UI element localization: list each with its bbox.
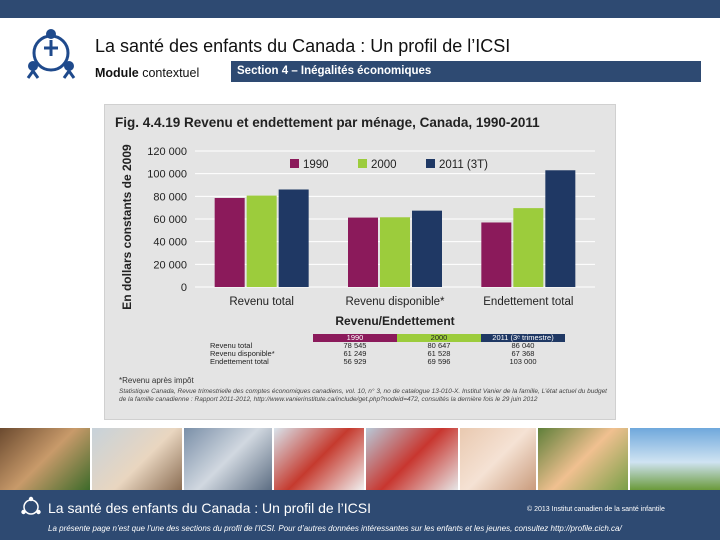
photo-pregnancy — [460, 428, 538, 490]
photo-wheelchair — [184, 428, 274, 490]
bar-2000-0 — [246, 195, 277, 287]
photo-girl-reading — [92, 428, 184, 490]
footer-copyright: © 2013 Institut canadien de la santé inf… — [527, 506, 665, 513]
bar-2000-2 — [513, 208, 544, 287]
photo-strip — [0, 428, 720, 490]
page-title: La santé des enfants du Canada : Un prof… — [95, 36, 511, 56]
y-tick-label: 60 000 — [153, 214, 187, 226]
bar-layer — [214, 170, 576, 287]
photo-smiling-child — [538, 428, 630, 490]
bar-2011-1 — [412, 210, 442, 287]
table-header-cell: 2011 (3ᵉ trimestre) — [481, 334, 565, 342]
table-row: Endettement total 56 929 69 596 103 000 — [207, 358, 565, 366]
y-tick-label: 120 000 — [147, 146, 187, 158]
bar-1990-2 — [481, 222, 512, 287]
module-label-bold: Module — [95, 66, 139, 80]
table-cell: 69 596 — [427, 357, 451, 366]
legend-swatch — [358, 159, 367, 168]
footer-title: La santé des enfants du Canada : Un prof… — [48, 500, 371, 516]
module-value: contextuel — [142, 66, 200, 80]
legend-label: 2011 (3T) — [439, 159, 488, 171]
x-tick-label: Endettement total — [483, 296, 573, 308]
y-tick-label: 100 000 — [147, 169, 187, 181]
footer: La santé des enfants du Canada : Un prof… — [0, 490, 720, 540]
table-row-label: Revenu disponible* — [210, 349, 275, 358]
source-text: Statistique Canada, Revue trimestrielle … — [119, 388, 607, 403]
table-row-label: Revenu total — [210, 341, 253, 350]
table-cell: 61 528 — [427, 349, 451, 358]
photo-kids-jumping — [630, 428, 720, 490]
cich-logo-icon — [21, 496, 41, 515]
photo-children-reading — [0, 428, 92, 490]
bar-1990-1 — [348, 217, 378, 287]
text-layer: Fig. 4.4.19 Revenu et endettement par mé… — [115, 115, 573, 328]
bar-2000-1 — [380, 217, 410, 287]
table-cell: 61 249 — [343, 349, 367, 358]
table-header-row: 1990 2000 2011 (3ᵉ trimestre) — [207, 334, 565, 342]
data-table: 1990 2000 2011 (3ᵉ trimestre) Revenu total 7… — [207, 334, 565, 366]
y-tick-label: 40 000 — [153, 237, 187, 249]
table-cell: 80 647 — [427, 341, 451, 350]
footer-note: La présente page n’est que l’une des sec… — [48, 524, 622, 533]
legend-label: 2000 — [371, 159, 397, 171]
section-bar: Section 4 – Inégalités économiques — [231, 61, 701, 82]
bar-2011-0 — [278, 189, 309, 287]
footnote: *Revenu après impôt — [119, 376, 194, 385]
y-tick-label: 0 — [181, 282, 187, 294]
table-header-cell: 1990 — [313, 334, 397, 342]
table-row: Revenu disponible* 61 249 61 528 67 368 — [207, 350, 565, 358]
photo-winter-child — [274, 428, 366, 490]
x-axis-label: Revenu/Endettement — [335, 314, 454, 328]
table-row: Revenu total 78 545 80 647 86 040 — [207, 342, 565, 350]
bar-2011-2 — [545, 170, 576, 287]
y-axis-label: En dollars constants de 2009 — [120, 144, 134, 310]
table-row-label: Endettement total — [210, 357, 269, 366]
photo-hockey-team — [366, 428, 460, 490]
table-cell: 86 040 — [511, 341, 535, 350]
table-cell: 56 929 — [343, 357, 367, 366]
legend-swatch — [426, 159, 435, 168]
top-banner — [0, 0, 720, 18]
y-tick-label: 20 000 — [153, 259, 187, 271]
x-tick-label: Revenu disponible* — [345, 296, 445, 308]
table-header-cell: 2000 — [397, 334, 481, 342]
table-cell: 103 000 — [509, 357, 537, 366]
x-tick-label: Revenu total — [229, 296, 294, 308]
chart-title: Fig. 4.4.19 Revenu et endettement par mé… — [115, 115, 540, 130]
y-tick-label: 80 000 — [153, 191, 187, 203]
module-label: Module contextuel — [95, 66, 199, 80]
bar-1990-0 — [214, 197, 245, 287]
legend-label: 1990 — [303, 159, 329, 171]
table-cell: 78 545 — [343, 341, 367, 350]
legend-swatch — [290, 159, 299, 168]
figure-card: Fig. 4.4.19 Revenu et endettement par mé… — [104, 104, 616, 420]
bar-chart: Fig. 4.4.19 Revenu et endettement par mé… — [115, 115, 595, 328]
cich-logo-icon — [26, 29, 76, 79]
table-cell: 67 368 — [511, 349, 535, 358]
